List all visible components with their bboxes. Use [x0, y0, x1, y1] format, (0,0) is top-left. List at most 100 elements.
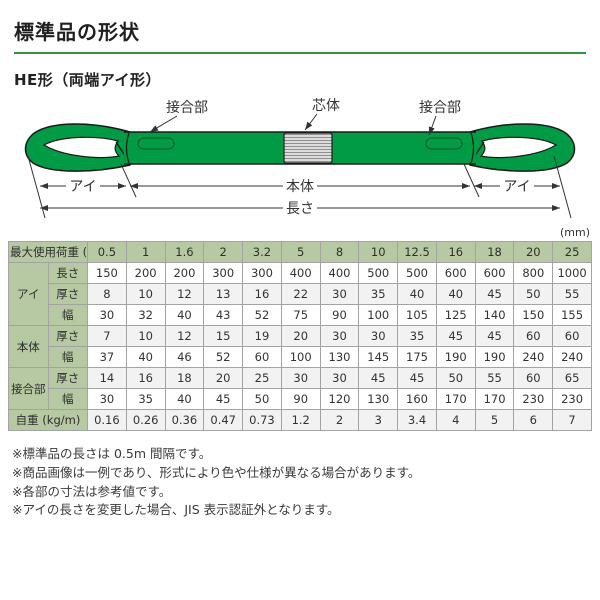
- value-cell: 30: [319, 325, 360, 347]
- value-cell: 40: [397, 283, 437, 305]
- dim-label-bg: [283, 200, 317, 215]
- value-cell: 400: [280, 262, 321, 284]
- value-cell: 50: [435, 367, 476, 389]
- value-cell: 170: [474, 388, 515, 410]
- page-title: 標準品の形状: [14, 16, 586, 54]
- value-cell: 65: [552, 367, 592, 389]
- footnote: ※アイの長さを変更した場合、JIS 表示認証外となります。: [12, 502, 340, 518]
- table-row: アイ 長さ 150 200 200 300 300 400 400 500 500 600 600 800…: [8, 262, 592, 326]
- value-cell: 2: [319, 409, 360, 431]
- col-header-value: 3.2: [242, 241, 282, 263]
- value-cell: 150: [87, 262, 127, 284]
- col-header-value: 8: [319, 241, 360, 263]
- leader-joint-right: [428, 115, 437, 136]
- col-header-value: 10: [358, 241, 399, 263]
- value-cell: 30: [87, 304, 127, 326]
- value-cell: 500: [397, 262, 437, 284]
- value-cell: 500: [358, 262, 399, 284]
- value-cell: 160: [397, 388, 437, 410]
- value-cell: 45: [474, 283, 515, 305]
- table-row: 接合部 厚さ 14 16 18 20 25 30 30 45 45 50 55 60 65: [8, 367, 592, 410]
- value-cell: 100: [358, 304, 399, 326]
- value-cell: 90: [319, 304, 360, 326]
- sling-diagram: 接合部 芯体 接合部 アイ 本体 アイ: [0, 94, 600, 226]
- row-group-label: 接合部: [8, 367, 49, 410]
- table-row: 本体 厚さ 7 10 12 15 19 20 30 30 35 45 45 60 60: [8, 325, 592, 368]
- value-cell: 6: [513, 409, 554, 431]
- value-cell: 55: [552, 283, 592, 305]
- dim-label-bg: [283, 178, 317, 193]
- value-cell: 16: [242, 283, 282, 305]
- row-sub-label: 幅: [47, 346, 88, 368]
- value-cell: 800: [513, 262, 554, 284]
- value-cell: 30: [319, 283, 360, 305]
- junction-right: [470, 132, 475, 164]
- value-cell: 45: [474, 325, 515, 347]
- value-cell: 46: [164, 346, 205, 368]
- value-cell: 40: [435, 283, 476, 305]
- value-cell: 8: [87, 283, 127, 305]
- value-cell: 37: [87, 346, 127, 368]
- value-cell: 130: [319, 346, 360, 368]
- value-cell: 32: [125, 304, 166, 326]
- label-joint-right: 接合部: [419, 100, 461, 116]
- value-cell: 1000: [552, 262, 592, 284]
- value-cell: 130: [358, 388, 399, 410]
- value-cell: 190: [474, 346, 515, 368]
- value-cell: 0.16: [87, 409, 127, 431]
- value-cell: 35: [397, 325, 437, 347]
- value-cell: 20: [280, 325, 321, 347]
- footnotes: ※標準品の長さは 0.5m 間隔です。 ※商品画像は一例であり、形式により色や仕様…: [12, 445, 588, 520]
- value-cell: 240: [513, 346, 554, 368]
- leader-joint-left: [149, 115, 178, 133]
- extension-line: [463, 163, 480, 198]
- value-cell: 7: [552, 409, 592, 431]
- value-cell: 55: [474, 367, 515, 389]
- dim-label-bg: [500, 178, 534, 193]
- label-eye-right: アイ: [503, 179, 530, 195]
- table-row: 幅 37 40 46 52 60 100 130 145 175 190 190 240 240: [9, 346, 592, 368]
- eye-right: [469, 123, 576, 172]
- value-cell: 0.73: [242, 409, 282, 431]
- value-cell: 60: [552, 325, 592, 347]
- value-cell: 45: [435, 325, 476, 347]
- value-cell: 5: [474, 409, 515, 431]
- col-header-value: 25: [552, 241, 592, 263]
- value-cell: 140: [474, 304, 515, 326]
- value-cell: 230: [552, 388, 592, 410]
- col-header-value: 1.6: [164, 241, 205, 263]
- value-cell: 15: [203, 325, 244, 347]
- value-cell: 190: [435, 346, 476, 368]
- value-cell: 120: [319, 388, 360, 410]
- value-cell: 40: [125, 346, 166, 368]
- value-cell: 12: [164, 325, 205, 347]
- value-cell: 0.47: [203, 409, 244, 431]
- value-cell: 4: [435, 409, 476, 431]
- value-cell: 150: [513, 304, 554, 326]
- extension-line: [120, 163, 137, 198]
- value-cell: 105: [397, 304, 437, 326]
- row-sub-label: 長さ: [47, 262, 88, 284]
- col-header-value: 18: [474, 241, 515, 263]
- col-header-value: 12.5: [397, 241, 437, 263]
- unit-label: (mm): [559, 226, 590, 239]
- value-cell: 0.26: [125, 409, 166, 431]
- label-eye-left: アイ: [69, 179, 96, 195]
- table-row: 幅 30 32 40 43 52 75 90 100 105 125 140 150 155: [9, 304, 592, 326]
- value-cell: 19: [242, 325, 282, 347]
- value-cell: 50: [242, 388, 282, 410]
- row-sub-label: 幅: [47, 304, 88, 326]
- table-row: 幅 30 35 40 45 50 90 120 130 160 170 170 230 230: [9, 388, 592, 410]
- col-header-value: 16: [435, 241, 476, 263]
- row-sub-label: 幅: [47, 388, 88, 410]
- value-cell: 25: [242, 367, 282, 389]
- value-cell: 400: [319, 262, 360, 284]
- label-length: 長さ: [286, 201, 314, 217]
- value-cell: 22: [280, 283, 321, 305]
- value-cell: 100: [280, 346, 321, 368]
- value-cell: 35: [358, 283, 399, 305]
- value-cell: 0.36: [164, 409, 205, 431]
- value-cell: 7: [87, 325, 127, 347]
- value-cell: 45: [203, 388, 244, 410]
